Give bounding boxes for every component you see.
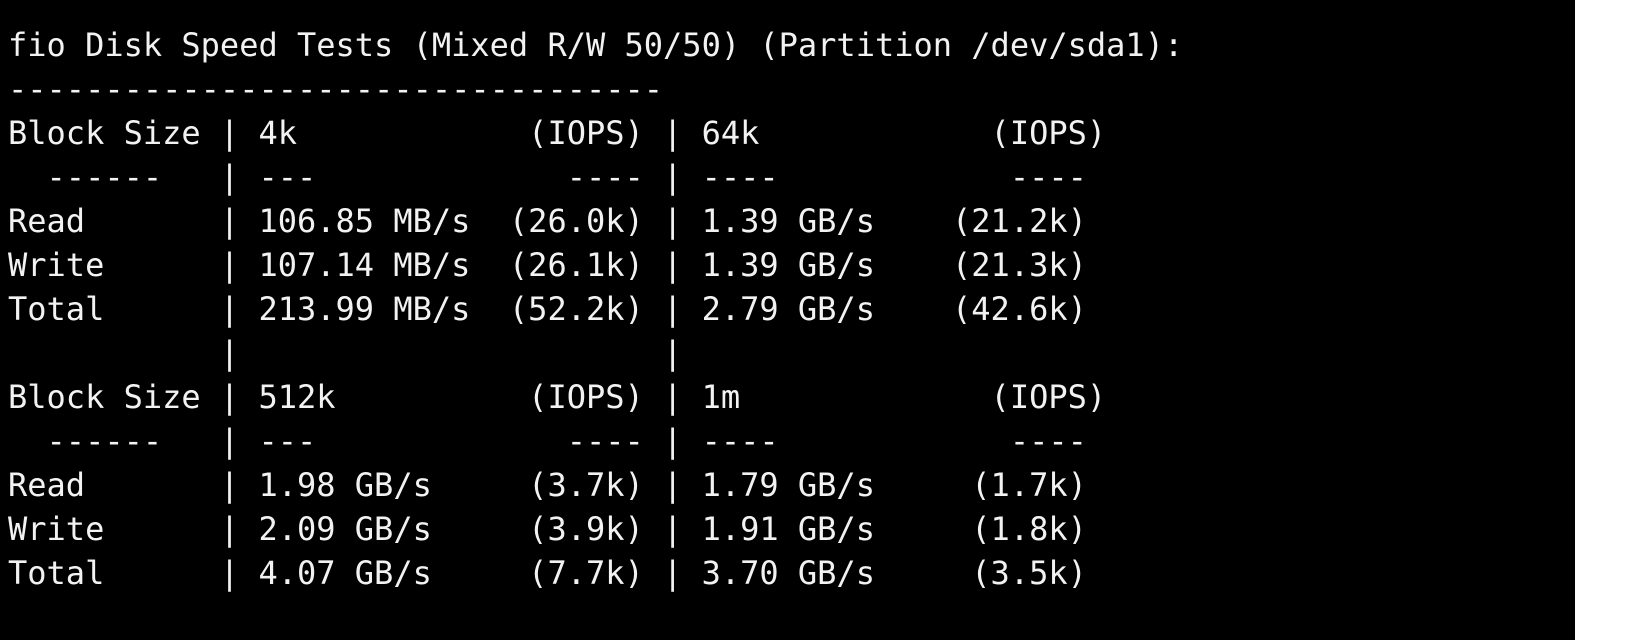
terminal-window: fio Disk Speed Tests (Mixed R/W 50/50) (… [0,0,1575,640]
terminal-line: ------ | --- ---- | ---- ---- [8,422,1087,460]
terminal-line: Write | 107.14 MB/s (26.1k) | 1.39 GB/s … [8,246,1087,284]
terminal-line: Total | 4.07 GB/s (7.7k) | 3.70 GB/s (3.… [8,554,1087,592]
terminal-line: ------ | --- ---- | ---- ---- [8,158,1087,196]
terminal-line: | | [8,334,683,372]
terminal-line: ---------------------------------- [8,70,664,108]
terminal-line: Block Size | 512k (IOPS) | 1m (IOPS) [8,378,1107,416]
terminal-line: fio Disk Speed Tests (Mixed R/W 50/50) (… [8,26,1184,64]
terminal-line: Total | 213.99 MB/s (52.2k) | 2.79 GB/s … [8,290,1087,328]
terminal-line: Read | 1.98 GB/s (3.7k) | 1.79 GB/s (1.7… [8,466,1087,504]
terminal-line: Block Size | 4k (IOPS) | 64k (IOPS) [8,114,1107,152]
terminal-line: Read | 106.85 MB/s (26.0k) | 1.39 GB/s (… [8,202,1087,240]
terminal-line: Write | 2.09 GB/s (3.9k) | 1.91 GB/s (1.… [8,510,1087,548]
